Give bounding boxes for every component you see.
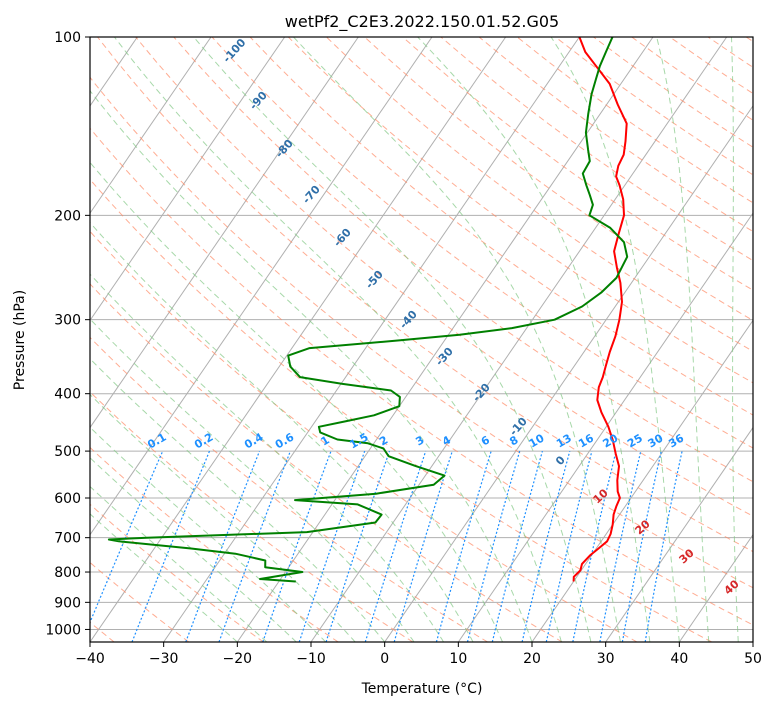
y-tick-label: 800 <box>54 565 81 581</box>
mixing-ratio-line <box>521 450 571 642</box>
y-tick-label: 400 <box>54 387 81 403</box>
dewpoint-profile-line <box>107 37 629 583</box>
dry-adiabat-line <box>90 230 638 642</box>
moist-adiabat-line <box>293 37 621 642</box>
isotherm-line <box>90 37 212 215</box>
background-lines <box>90 37 753 642</box>
y-axis-ticks: 100 200 300 400 500 600 700 800 900 1000 <box>45 30 90 638</box>
x-tick-label: −40 <box>75 651 105 667</box>
chart-title: wetPf2_C2E3.2022.150.01.52.G05 <box>285 12 559 32</box>
mixing-ratio-line <box>572 450 617 642</box>
moist-adiabat-line <box>90 457 297 642</box>
moist-adiabat-line <box>417 37 651 642</box>
dry-adiabat-line <box>97 37 753 553</box>
isotherm-line <box>605 426 753 642</box>
mixing-ratio-line <box>435 450 492 642</box>
y-tick-label: 700 <box>54 531 81 547</box>
isotherm-line <box>90 37 433 536</box>
mixing-ratio-line <box>298 450 366 642</box>
isotherm-line <box>90 37 507 642</box>
mixing-ratio-line <box>364 450 427 642</box>
y-tick-label: 600 <box>54 491 81 507</box>
x-tick-label: 20 <box>523 651 541 667</box>
isotherm-line <box>457 212 753 642</box>
isotherm-line <box>236 37 654 642</box>
dry-adiabat-line <box>402 37 753 291</box>
x-axis-ticks: −40 −30 −20 −10 0 10 20 30 40 50 <box>75 642 762 667</box>
moist-adiabat-line <box>90 318 415 642</box>
y-tick-label: 300 <box>54 313 81 329</box>
y-tick-label: 200 <box>54 208 81 224</box>
dry-adiabat-line <box>135 37 753 517</box>
x-tick-label: −10 <box>296 651 326 667</box>
moist-adiabat-line <box>90 485 268 642</box>
isotherm-line <box>163 37 580 642</box>
mixing-ratio-line <box>90 450 164 624</box>
moist-adiabat-line <box>90 89 533 642</box>
moist-adiabat-line <box>90 393 356 642</box>
x-tick-label: 40 <box>670 651 688 667</box>
moist-adiabat-line <box>550 37 680 642</box>
mixing-ratio-line <box>218 450 291 642</box>
moist-adiabat-line <box>656 37 710 642</box>
dry-adiabat-line <box>326 37 753 352</box>
temperature-profile-line <box>572 37 628 582</box>
moist-adiabat-line <box>90 357 386 642</box>
moist-adiabat-line <box>731 37 739 642</box>
x-tick-label: −30 <box>149 651 179 667</box>
mixing-ratio-line <box>325 450 391 642</box>
isotherm-line <box>531 319 753 642</box>
dry-adiabat-line <box>173 37 753 483</box>
mixing-ratio-line <box>185 450 261 642</box>
dry-adiabat-line <box>364 37 753 322</box>
moist-adiabat-line <box>193 37 592 642</box>
x-tick-label: 30 <box>597 651 615 667</box>
dry-adiabat-line <box>90 336 488 642</box>
plot-frame <box>89 36 754 643</box>
mixing-ratio-line <box>131 450 211 642</box>
dry-adiabat-line <box>211 37 753 449</box>
isotherm-line <box>90 37 286 322</box>
y-tick-label: 100 <box>54 30 81 46</box>
x-tick-label: 10 <box>449 651 467 667</box>
moist-adiabat-line <box>114 37 562 642</box>
profiles <box>107 37 629 583</box>
moist-adiabat-line <box>90 221 474 642</box>
isotherm-line <box>384 105 753 642</box>
x-axis-title: Temperature (°C) <box>361 681 483 697</box>
mixing-ratio-line <box>491 450 543 642</box>
y-tick-label: 500 <box>54 444 81 460</box>
dry-adiabat-line <box>90 127 753 626</box>
y-axis-title: Pressure (hPa) <box>12 290 28 390</box>
isotherm-line <box>678 533 753 642</box>
mixing-ratio-line <box>466 450 521 642</box>
y-tick-label: 900 <box>54 595 81 611</box>
dry-adiabat-line <box>90 178 712 642</box>
x-tick-label: 50 <box>744 651 762 667</box>
moist-adiabat-line <box>90 273 445 642</box>
dry-adiabat-line <box>90 503 264 642</box>
y-tick-label: 1000 <box>45 622 81 638</box>
isotherm-line <box>90 37 359 429</box>
x-tick-label: 0 <box>380 651 389 667</box>
moist-adiabat-line <box>90 161 503 642</box>
mixing-ratio-line <box>545 450 593 642</box>
mixing-ratio-line <box>262 450 332 642</box>
x-tick-label: −20 <box>223 651 253 667</box>
dry-adiabat-line <box>90 283 563 642</box>
mixing-ratio-line <box>393 450 453 642</box>
